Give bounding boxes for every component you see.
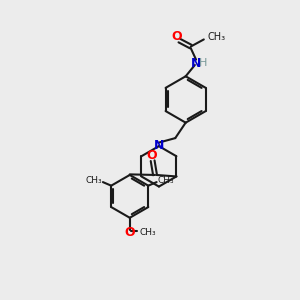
Text: O: O xyxy=(146,149,157,162)
Text: N: N xyxy=(191,57,201,70)
Text: H: H xyxy=(198,58,207,68)
Text: CH₃: CH₃ xyxy=(85,176,102,185)
Text: O: O xyxy=(172,30,182,43)
Text: O: O xyxy=(124,226,135,239)
Text: CH₃: CH₃ xyxy=(139,228,156,237)
Text: CH₃: CH₃ xyxy=(208,32,226,42)
Text: N: N xyxy=(154,139,164,152)
Text: CH₃: CH₃ xyxy=(158,176,174,185)
